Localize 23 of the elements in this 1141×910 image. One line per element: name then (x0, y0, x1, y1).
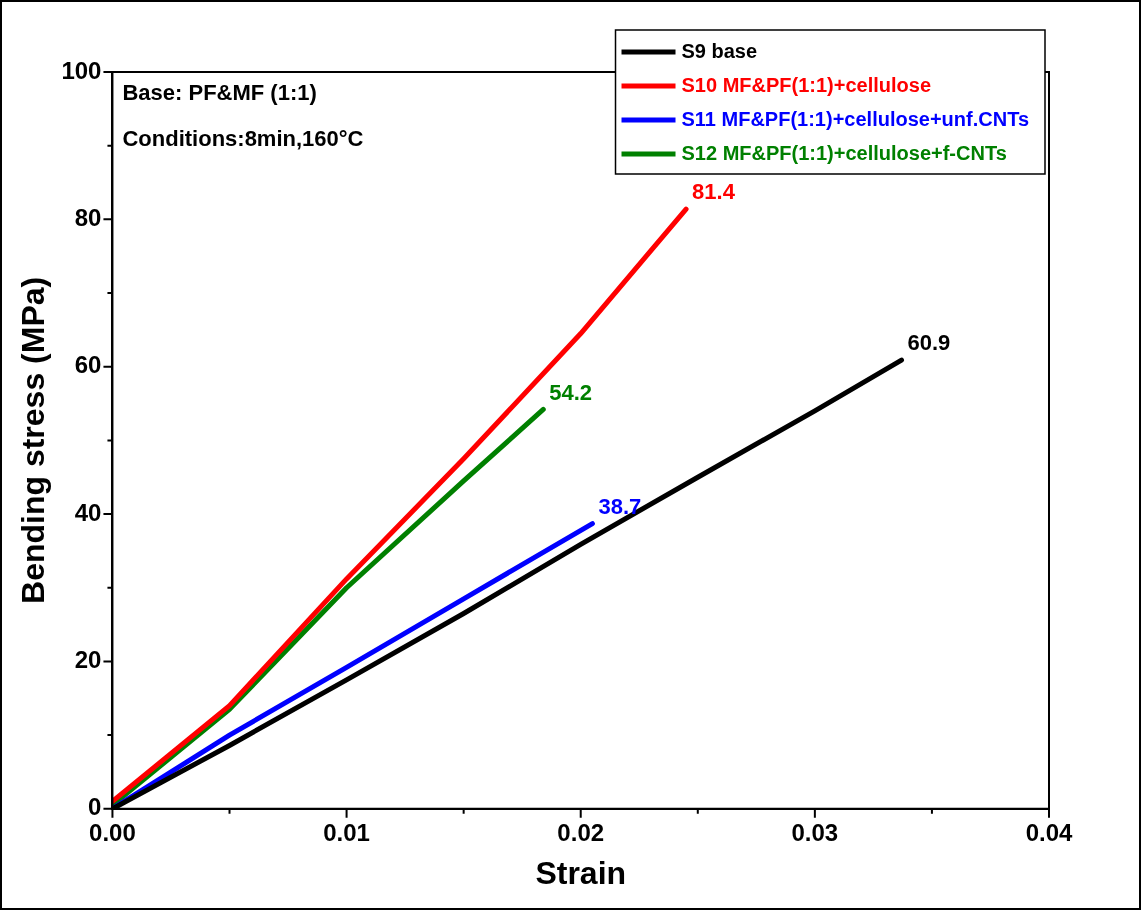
y-tick-label: 40 (74, 498, 102, 526)
x-tick-label: 0.04 (1025, 818, 1073, 846)
y-tick-label: 0 (88, 793, 102, 821)
x-tick-label: 0.03 (791, 818, 839, 846)
x-tick-label: 0.00 (89, 818, 136, 846)
y-axis-title: Bending stress (MPa) (15, 276, 52, 604)
data-label: 81.4 (692, 179, 736, 205)
x-axis-title: Strain (535, 854, 627, 891)
y-tick-label: 20 (74, 646, 102, 674)
annotation: Conditions:8min,160°C (122, 126, 364, 152)
data-label: 60.9 (907, 330, 951, 356)
legend-label: S10 MF&PF(1:1)+cellulose (681, 73, 932, 96)
annotation: Base: PF&MF (1:1) (122, 80, 317, 106)
y-tick-label: 60 (74, 351, 102, 379)
data-label: 54.2 (549, 379, 593, 405)
data-label: 38.7 (598, 493, 642, 519)
legend-label: S9 base (681, 39, 758, 62)
y-tick-label: 80 (74, 203, 102, 231)
legend-label: S11 MF&PF(1:1)+cellulose+unf.CNTs (681, 107, 1030, 130)
x-tick-label: 0.01 (323, 818, 370, 846)
y-tick-label: 100 (61, 56, 102, 84)
legend-label: S12 MF&PF(1:1)+cellulose+f-CNTs (681, 141, 1007, 164)
x-tick-label: 0.02 (557, 818, 605, 846)
